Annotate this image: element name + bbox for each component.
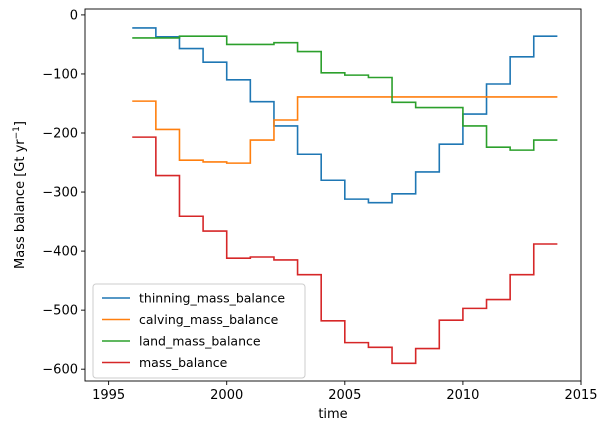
y-axis-label: Mass balance [Gt yr−1] — [12, 121, 28, 269]
legend-box — [92, 283, 306, 379]
legend-label: thinning_mass_balance — [139, 291, 285, 306]
y-tick-label: −100 — [42, 67, 78, 82]
x-axis-label: time — [318, 407, 347, 422]
series-line-thinning-mass-balance — [132, 27, 558, 204]
legend-label: land_mass_balance — [139, 334, 261, 349]
x-tick-label: 2010 — [446, 388, 479, 403]
y-axis-label-suffix: ] — [13, 121, 28, 126]
y-tick-label: −400 — [42, 245, 78, 260]
y-tick-label: 0 — [70, 8, 78, 23]
y-tick-label: −600 — [42, 363, 78, 378]
series-line-land-mass-balance — [132, 35, 558, 151]
legend-label: mass_balance — [139, 355, 228, 370]
legend-label: calving_mass_balance — [139, 312, 279, 327]
x-tick-label: 2005 — [328, 388, 361, 403]
x-axis: 1995 2000 2005 2010 2015 — [92, 381, 598, 403]
x-tick-label: 2015 — [564, 388, 597, 403]
series-line-calving-mass-balance — [132, 96, 558, 164]
y-axis-label-text: Mass balance [Gt yr — [13, 139, 28, 269]
y-axis: −600 −500 −400 −300 −200 −100 0 — [42, 8, 85, 378]
legend: thinning_mass_balance calving_mass_balanc… — [92, 283, 306, 379]
y-tick-label: −200 — [42, 127, 78, 142]
y-axis-label-superscript: −1 — [12, 126, 22, 139]
series-line-mass-balance — [132, 136, 558, 365]
series-layer — [132, 27, 558, 365]
y-tick-label: −300 — [42, 186, 78, 201]
plot-frame — [84, 8, 582, 382]
x-tick-label: 1995 — [92, 388, 125, 403]
x-tick-label: 2000 — [210, 388, 243, 403]
y-tick-label: −500 — [42, 304, 78, 319]
